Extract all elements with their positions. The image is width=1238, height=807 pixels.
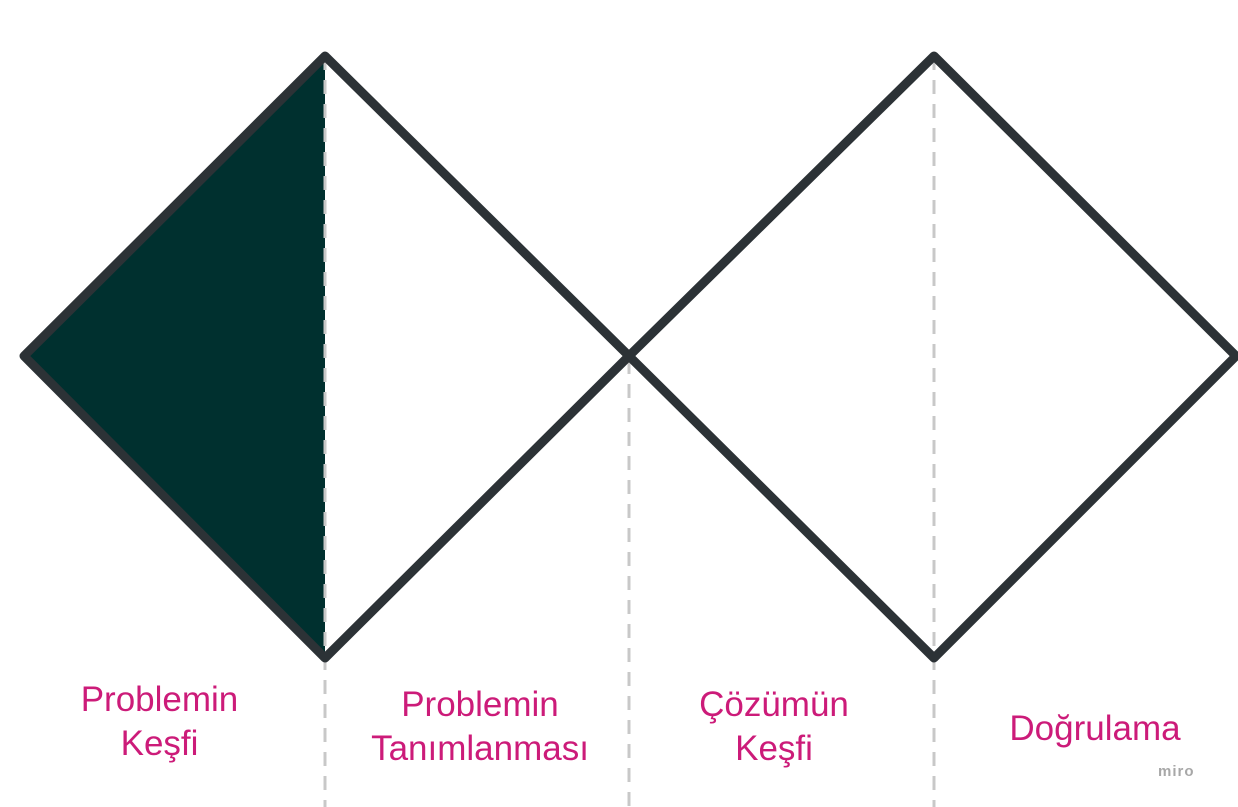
stage-3-line-1: Çözümün (699, 685, 849, 724)
left-diamond (19, 51, 634, 663)
stage-label-problem-definition: Problemin Tanımlanması (350, 683, 610, 771)
right-diamond (624, 51, 1238, 663)
stage-2-line-1: Problemin (401, 685, 559, 724)
stage-2-line-2: Tanımlanması (371, 729, 589, 768)
stage-label-validation: Doğrulama (975, 707, 1215, 751)
stage-1-line-1: Problemin (80, 680, 239, 719)
stage-4-line-1: Doğrulama (1009, 709, 1181, 748)
stage-label-solution-discovery: Çözümün Keşfi (664, 683, 884, 771)
stage-label-problem-discovery: Problemin Keşfi (52, 678, 267, 766)
miro-watermark: miro (1158, 763, 1195, 780)
stage-1-line-2: Keşfi (120, 724, 199, 763)
stage-3-line-2: Keşfi (735, 729, 813, 768)
active-stage-fill (24, 56, 325, 658)
